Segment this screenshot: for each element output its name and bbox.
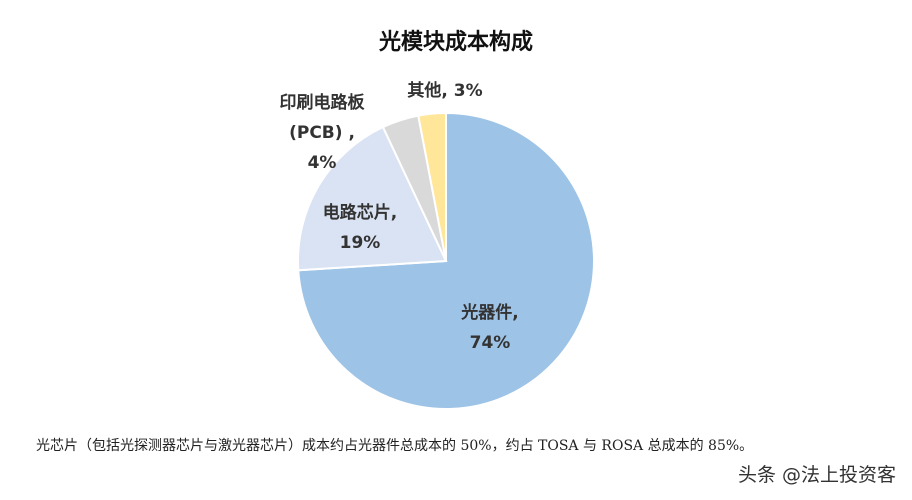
slice-label: 电路芯片, 19% xyxy=(300,198,420,258)
caption: 光芯片（包括光探测器芯片与激光器芯片）成本约占光器件总成本的 50%，约占 TO… xyxy=(36,438,754,454)
pie-slice xyxy=(417,111,447,262)
category-label: 其他, xyxy=(407,81,448,101)
chart-title: 光模块成本构成 xyxy=(378,29,533,55)
value-label: 4% xyxy=(307,153,337,173)
watermark: 头条 @法上投资客 xyxy=(737,464,896,486)
category-label: 电路芯片, xyxy=(322,203,398,223)
category-label: 印刷电路板 (PCB) , xyxy=(279,93,365,143)
slice-label: 光器件, 74% xyxy=(440,298,540,358)
value-label: 3% xyxy=(453,81,483,101)
slice-label: 印刷电路板 (PCB) , 4% xyxy=(262,88,382,178)
pie-slice xyxy=(297,125,448,272)
category-label: 光器件, xyxy=(461,303,519,323)
slice-label: 其他, 3% xyxy=(400,76,490,106)
value-label: 74% xyxy=(469,333,511,353)
value-label: 19% xyxy=(339,233,381,253)
